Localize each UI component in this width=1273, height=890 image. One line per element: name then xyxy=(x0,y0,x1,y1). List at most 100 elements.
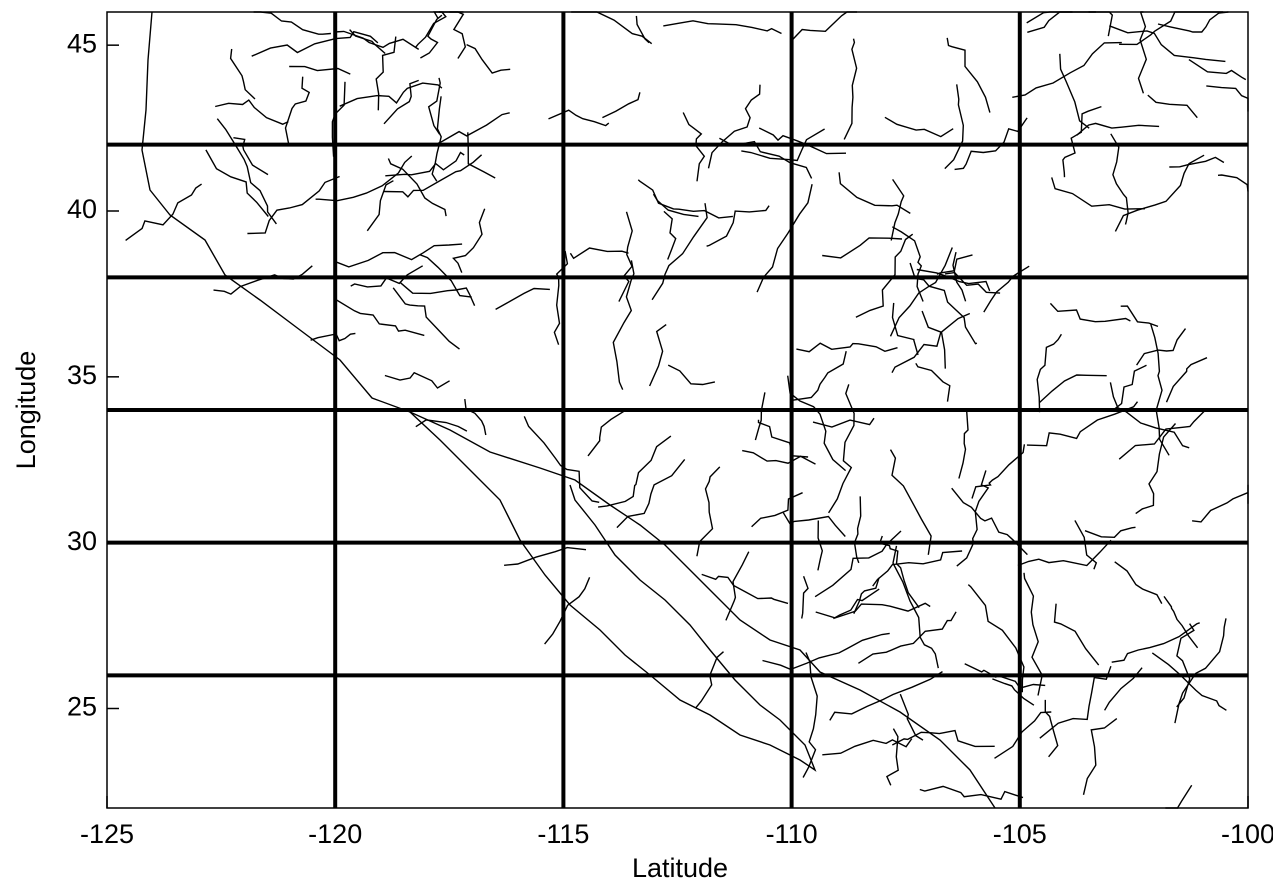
basin-boundary xyxy=(802,576,808,618)
basin-boundary xyxy=(388,159,446,217)
basin-boundary xyxy=(217,119,276,224)
basin-boundary xyxy=(696,652,724,708)
x-tick-label: -100 xyxy=(1221,819,1273,849)
basin-boundary xyxy=(873,551,962,586)
basin-boundary xyxy=(1151,324,1169,455)
x-tick-label: -125 xyxy=(80,819,134,849)
basin-boundary xyxy=(683,113,704,182)
baja-coast xyxy=(410,412,815,770)
basin-boundary xyxy=(432,96,441,181)
basin-boundary xyxy=(1167,358,1208,403)
basin-boundary xyxy=(385,373,450,388)
basin-boundary xyxy=(598,436,671,507)
y-tick-label: 45 xyxy=(67,28,97,58)
basin-boundary xyxy=(992,679,1034,705)
basin-boundary xyxy=(1189,60,1246,80)
basin-boundary xyxy=(796,343,897,352)
basin-boundary xyxy=(668,365,715,384)
basin-boundary xyxy=(916,363,950,401)
basin-boundary xyxy=(922,311,945,369)
basin-boundary xyxy=(1110,382,1189,447)
x-tick-label: -120 xyxy=(308,819,362,849)
basin-boundary xyxy=(830,672,943,721)
basin-boundary xyxy=(1027,12,1072,32)
basin-boundary xyxy=(465,399,486,435)
basin-boundary xyxy=(1052,177,1145,209)
basin-boundary xyxy=(1139,12,1147,93)
basin-boundary xyxy=(1077,123,1159,135)
basin-boundary xyxy=(638,180,733,218)
x-axis-label: Latitude xyxy=(632,853,728,883)
basin-boundary xyxy=(1055,604,1099,665)
y-tick-label: 25 xyxy=(67,692,97,722)
basin-boundary xyxy=(654,194,699,216)
basin-boundary xyxy=(613,260,634,389)
basin-boundary xyxy=(467,45,511,73)
basin-boundary xyxy=(496,289,550,310)
basin-boundary xyxy=(755,392,765,440)
basin-boundary xyxy=(1027,12,1096,23)
basin-boundary xyxy=(1109,26,1225,62)
basin-boundary xyxy=(602,92,640,117)
basin-boundary xyxy=(1115,155,1204,231)
basin-boundary xyxy=(759,420,809,457)
basin-boundary xyxy=(570,248,628,258)
basin-boundary xyxy=(636,16,649,43)
basin-boundary xyxy=(790,12,857,42)
basin-boundary xyxy=(588,410,626,456)
basin-boundary xyxy=(400,282,475,305)
basin-boundary xyxy=(420,15,442,58)
basin-boundary xyxy=(254,12,331,34)
basin-boundary xyxy=(1115,365,1147,408)
x-tick-label: -115 xyxy=(537,819,589,849)
basin-boundary xyxy=(453,209,484,273)
basin-boundary xyxy=(945,84,964,168)
basin-boundary xyxy=(367,181,393,231)
basin-boundary xyxy=(707,206,770,247)
basin-boundary xyxy=(334,244,462,267)
basin-boundary xyxy=(892,314,970,373)
y-tick-label: 35 xyxy=(67,360,97,390)
basin-boundary xyxy=(1115,562,1162,604)
basin-boundary xyxy=(311,333,356,340)
y-tick-label: 30 xyxy=(67,526,97,556)
basin-boundary xyxy=(1012,43,1122,98)
basin-boundary xyxy=(1084,719,1117,795)
basin-boundary xyxy=(650,325,667,386)
basin-boundary xyxy=(1050,303,1130,321)
basin-boundary xyxy=(289,67,350,75)
basin-boundary xyxy=(891,179,904,240)
basin-boundary xyxy=(126,184,202,240)
basin-boundary xyxy=(709,85,761,169)
basin-boundary xyxy=(393,288,459,349)
x-tick-label: -105 xyxy=(993,819,1047,849)
basin-boundary xyxy=(664,211,676,259)
basin-boundary xyxy=(702,574,788,603)
basin-boundary xyxy=(252,32,378,57)
basin-boundary xyxy=(334,298,424,335)
basin-boundary xyxy=(1192,485,1248,522)
basin-boundary xyxy=(1121,306,1158,326)
basin-boundary xyxy=(545,577,590,644)
basin-boundary xyxy=(818,521,822,571)
basin-boundary xyxy=(891,248,953,337)
basin-boundary xyxy=(1085,527,1136,537)
basin-boundary xyxy=(947,38,990,113)
basin-boundary xyxy=(340,83,442,106)
basin-boundary xyxy=(652,203,707,300)
basin-boundary xyxy=(822,739,912,755)
basin-boundary xyxy=(822,238,902,258)
basin-boundary xyxy=(1165,785,1191,808)
basin-boundary xyxy=(316,156,412,201)
basin-boundary xyxy=(663,21,781,34)
basin-boundary xyxy=(1137,329,1186,366)
basin-boundary xyxy=(1111,134,1128,225)
basin-boundary xyxy=(619,212,632,302)
basin-boundary xyxy=(891,450,932,555)
basin-boundary xyxy=(1089,12,1113,36)
basin-boundary xyxy=(763,633,890,669)
basin-boundary xyxy=(206,150,268,217)
basin-boundary xyxy=(554,251,567,345)
basin-boundary xyxy=(215,100,288,124)
basin-boundary xyxy=(920,786,1023,799)
